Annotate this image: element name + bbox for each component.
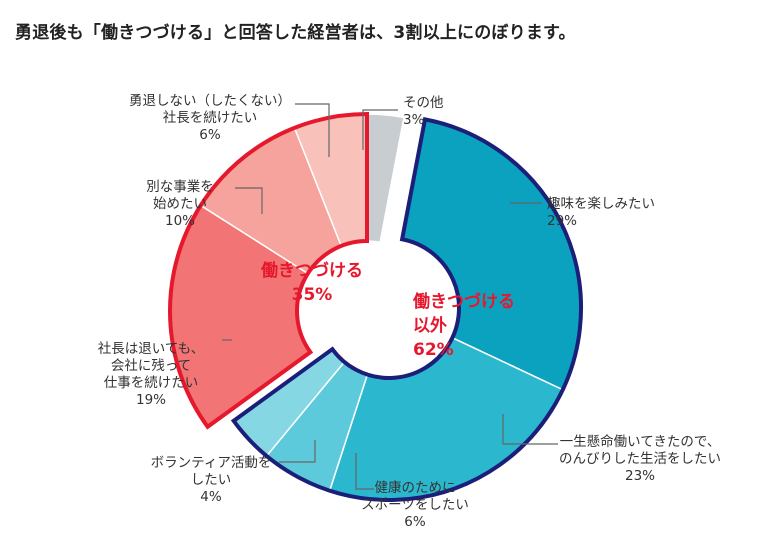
nowork-group-label: 働きつづける以外 62% xyxy=(412,291,515,360)
slices-layer xyxy=(168,111,583,502)
slice-labels-layer: その他 3% 趣味を楽しみたい 29% 一生懸命働いてきたので、のんびりした生活をしたい… xyxy=(98,93,721,530)
chart-title: 勇退後も「働きつづける」と回答した経営者は、3割以上にのぼります。 xyxy=(15,23,576,43)
leader-lines-layer xyxy=(222,103,558,490)
work-group-label: 働きつづける 35% xyxy=(260,260,363,305)
group-labels-layer: 働きつづける 35% 働きつづける以外 62% xyxy=(260,260,515,360)
work-group-border xyxy=(168,111,369,430)
leader-line-2 xyxy=(502,414,558,445)
leader-line-6 xyxy=(235,187,263,214)
slice-label-4: ボランティア活動をしたい 4% xyxy=(151,455,272,505)
slice-label-2: 一生懸命働いてきたので、のんびりした生活をしたい 23% xyxy=(559,433,721,484)
nowork-group-border xyxy=(230,117,583,502)
leader-line-3 xyxy=(355,453,374,490)
leader-line-4 xyxy=(279,440,316,463)
slice-0 xyxy=(366,113,405,244)
slice-label-7: 勇退しない（したくない）社長を続けたい 6% xyxy=(129,93,291,143)
leader-line-0 xyxy=(362,109,398,150)
leader-line-7 xyxy=(295,103,330,157)
slice-label-5: 社長は退いても、会社に残って仕事を続けたい 19% xyxy=(98,341,205,408)
slice-label-1: 趣味を楽しみたい 29% xyxy=(547,196,655,229)
slice-label-3: 健康のためにスポーツをしたい 6% xyxy=(361,479,469,530)
slice-label-0: その他 3% xyxy=(403,95,444,128)
slice-label-6: 別な事業を始めたい 10% xyxy=(146,179,214,229)
